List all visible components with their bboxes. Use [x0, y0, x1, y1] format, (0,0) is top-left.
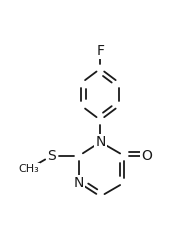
Text: F: F — [96, 44, 104, 58]
Text: CH₃: CH₃ — [18, 164, 39, 174]
Text: N: N — [74, 176, 84, 190]
Text: S: S — [47, 149, 56, 163]
Text: O: O — [141, 149, 152, 163]
Text: N: N — [95, 135, 106, 149]
